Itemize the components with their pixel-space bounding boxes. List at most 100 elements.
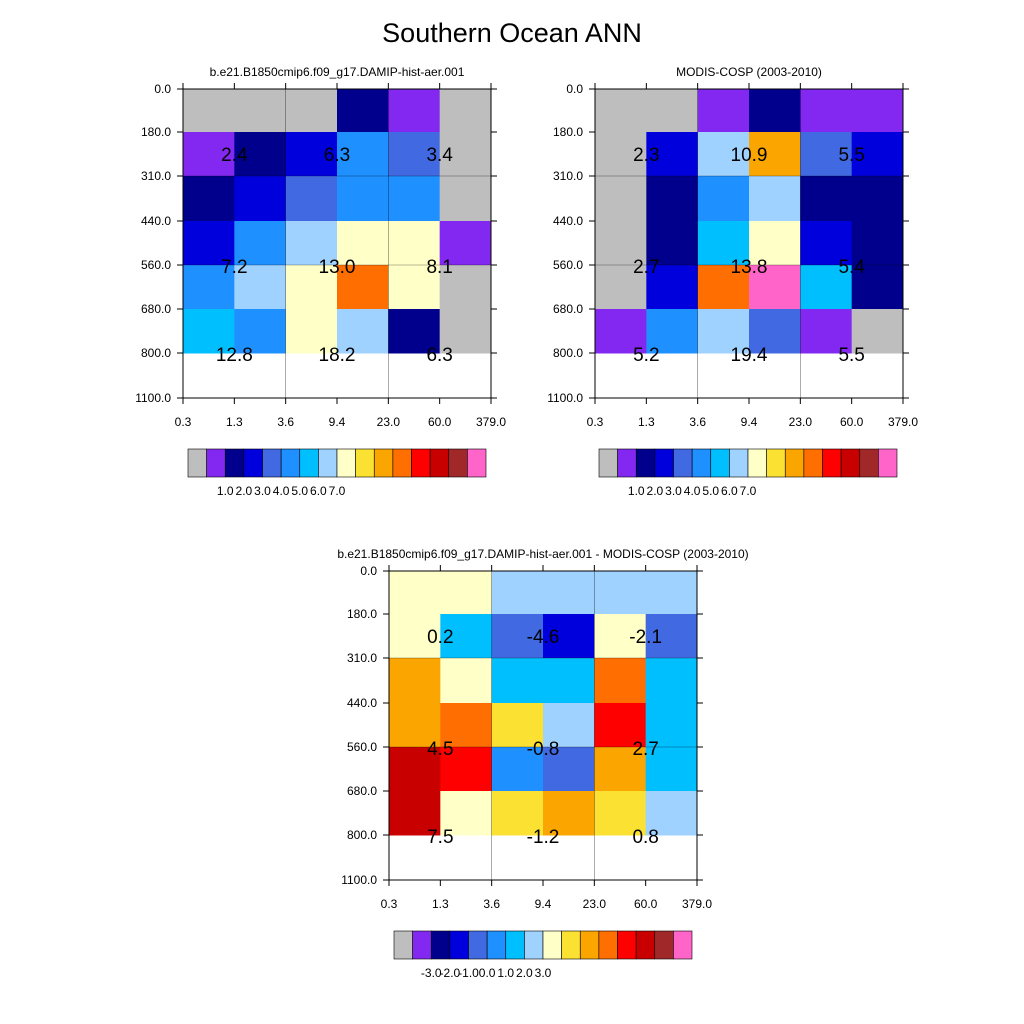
heatmap-cell: [285, 221, 338, 266]
heatmap-cell: [388, 132, 441, 177]
colorbar-swatch: [206, 448, 226, 478]
colorbar-label: 6.0: [310, 484, 327, 498]
x-tick-label: 9.4: [741, 415, 758, 429]
x-tick-label: 3.6: [483, 897, 500, 911]
colorbar-label: -2.0: [440, 966, 461, 980]
colorbar-swatch: [784, 448, 805, 478]
colorbar-swatch: [654, 448, 674, 478]
heatmap-cell: [800, 132, 853, 177]
x-tick-label: 9.4: [535, 897, 552, 911]
cell-value-label: -1.2: [527, 827, 560, 848]
x-tick-label: 0.3: [381, 897, 398, 911]
cell-value-label: -0.8: [527, 739, 560, 760]
colorbar-swatch: [524, 930, 544, 960]
heatmap-cell: [440, 703, 493, 748]
x-tick-label: 23.0: [377, 415, 401, 429]
heatmap-cell: [439, 221, 492, 266]
x-tick-label: 60.0: [428, 415, 452, 429]
colorbar-label: 2.0: [647, 484, 664, 498]
heatmap-cell: [646, 89, 699, 133]
colorbar-swatch: [673, 448, 693, 478]
heatmap-cell: [388, 221, 441, 266]
cell-value-label: 5.4: [838, 257, 865, 278]
heatmap-cell: [646, 176, 699, 222]
colorbar-swatch: [336, 448, 356, 478]
cell-value-label: 3.4: [426, 145, 453, 166]
heatmap-cell: [594, 747, 647, 792]
heatmap-cell: [749, 176, 801, 222]
heatmap-cell: [440, 571, 493, 615]
cell-value-label: 2.7: [632, 739, 658, 760]
heatmap-cell: [851, 309, 904, 354]
colorbar-swatch: [318, 448, 338, 478]
y-tick-label: 800.0: [553, 346, 583, 360]
heatmap-cell: [697, 89, 750, 133]
colorbar-swatch: [430, 930, 451, 960]
colorbar-swatch: [710, 448, 730, 478]
heatmap-cell: [234, 132, 287, 177]
heatmap-cell: [491, 614, 544, 659]
heatmap-cell: [183, 176, 235, 222]
heatmap-cell: [646, 265, 699, 310]
y-tick-label: 680.0: [141, 302, 171, 316]
colorbar-swatch: [803, 448, 823, 478]
heatmap-cell: [389, 747, 441, 792]
x-tick-label: 379.0: [888, 415, 918, 429]
x-tick-label: 379.0: [476, 415, 506, 429]
panel-title: b.e21.B1850cmip6.f09_g17.DAMIP-hist-aer.…: [210, 65, 465, 79]
colorbar-label: 6.0: [721, 484, 738, 498]
heatmap-cell: [337, 309, 389, 354]
heatmap-cell: [646, 309, 699, 354]
heatmap-cell: [749, 89, 801, 133]
colorbar-label: 7.0: [740, 484, 757, 498]
heatmap-cell: [388, 309, 441, 354]
heatmap-cell: [389, 703, 441, 748]
heatmap-cell: [646, 221, 699, 266]
colorbar-swatch: [429, 448, 450, 478]
colorbar-label: 1.0: [217, 484, 234, 498]
y-tick-label: 800.0: [141, 346, 171, 360]
cell-value-label: 13.0: [319, 257, 356, 278]
y-tick-label: 180.0: [553, 125, 583, 139]
heatmap-cell: [697, 309, 750, 354]
heatmap-cell: [645, 571, 698, 615]
colorbar-label: 1.0: [628, 484, 645, 498]
cell-value-label: 8.1: [426, 257, 452, 278]
heatmap-cell: [645, 747, 698, 792]
cell-value-label: 2.4: [221, 145, 248, 166]
heatmap-cell: [697, 132, 750, 177]
colorbar-swatch: [355, 448, 375, 478]
heatmap-cell: [389, 571, 441, 615]
colorbar-swatch: [579, 930, 600, 960]
colorbar-swatch: [542, 930, 562, 960]
colorbar-swatch: [878, 448, 898, 478]
colorbar-swatch: [448, 448, 468, 478]
y-tick-label: 310.0: [347, 651, 377, 665]
heatmap-cell: [491, 791, 544, 836]
figure-title: Southern Ocean ANN: [382, 18, 642, 48]
colorbar-label: 5.0: [702, 484, 719, 498]
y-tick-label: 1100.0: [135, 391, 171, 405]
heatmap-cell: [285, 309, 338, 354]
cell-value-label: 2.3: [633, 145, 659, 166]
heatmap-cell: [594, 571, 647, 615]
colorbar-swatch: [280, 448, 301, 478]
heatmap-cell: [749, 221, 801, 266]
y-tick-label: 440.0: [553, 214, 583, 228]
colorbar-swatch: [617, 448, 637, 478]
x-tick-label: 60.0: [634, 897, 658, 911]
heatmap-cell: [337, 89, 389, 133]
y-tick-label: 180.0: [141, 125, 171, 139]
heatmap-cell: [234, 176, 287, 222]
cell-value-label: 5.2: [633, 345, 659, 366]
heatmap-cell: [645, 703, 698, 748]
y-tick-label: 0.0: [360, 564, 377, 578]
heatmap-cell: [697, 221, 750, 266]
colorbar-swatch: [822, 448, 842, 478]
heatmap-cell: [749, 132, 801, 177]
y-tick-label: 560.0: [141, 258, 171, 272]
heatmap-cell: [595, 132, 647, 177]
x-tick-label: 379.0: [682, 897, 712, 911]
heatmap-cell: [749, 265, 801, 310]
